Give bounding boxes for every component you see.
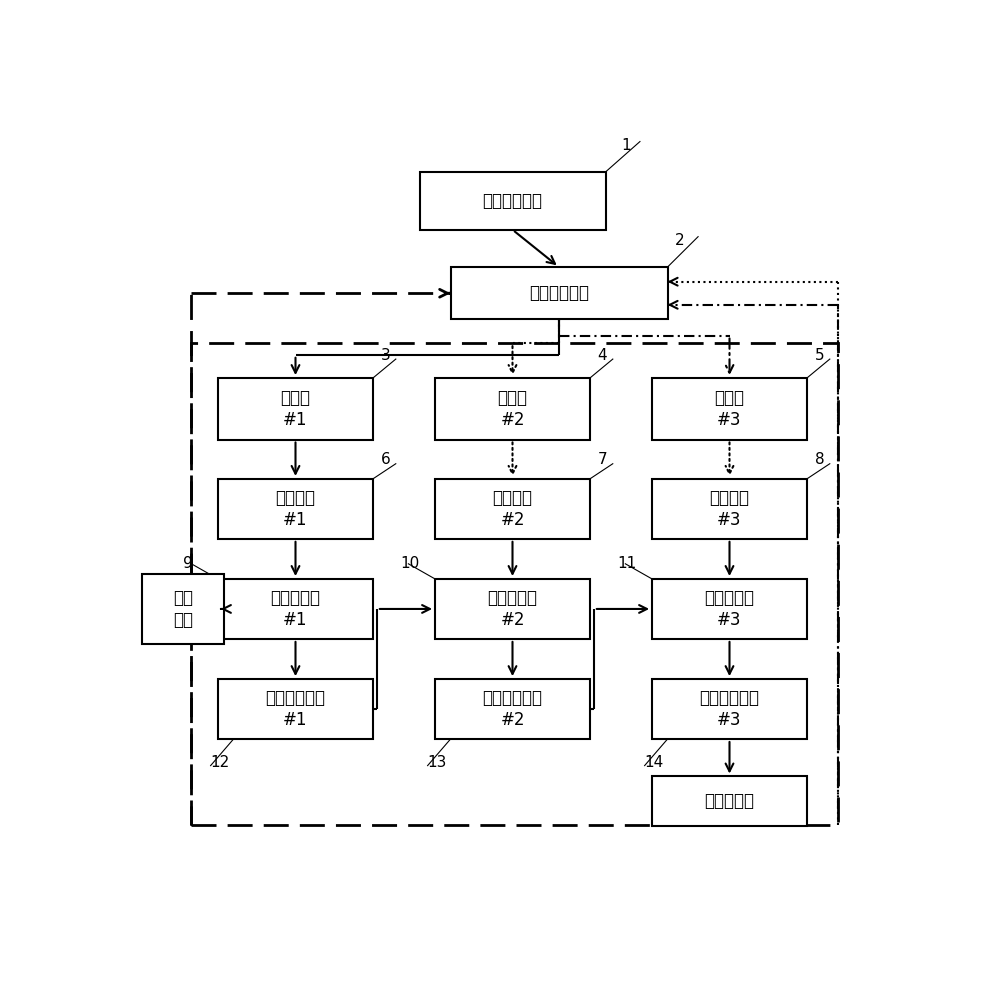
Bar	[218, 378, 373, 440]
Bar	[652, 679, 807, 739]
Text: 皮带输送机
#2: 皮带输送机 #2	[488, 589, 538, 629]
Text: 8: 8	[815, 452, 824, 467]
Bar	[451, 267, 668, 319]
Bar	[218, 479, 373, 539]
Text: 驱动电机
#2: 驱动电机 #2	[492, 489, 532, 529]
Bar	[652, 776, 807, 826]
Text: 6: 6	[381, 452, 390, 467]
Text: 11: 11	[617, 556, 636, 571]
Text: 皮带输送机
#1: 皮带输送机 #1	[270, 589, 320, 629]
Text: 可编程控制器: 可编程控制器	[529, 284, 589, 302]
Text: 物料检测装置
#1: 物料检测装置 #1	[266, 689, 326, 729]
Bar	[218, 679, 373, 739]
Bar	[191, 343, 838, 825]
Bar	[435, 378, 590, 440]
Text: 2: 2	[675, 233, 685, 248]
Text: 变频器
#1: 变频器 #1	[280, 389, 310, 429]
Bar	[435, 679, 590, 739]
Text: 3: 3	[381, 348, 390, 363]
Text: 4: 4	[598, 348, 607, 363]
Bar	[652, 378, 807, 440]
Text: 皮带输送机
#3: 皮带输送机 #3	[704, 589, 755, 629]
Text: 12: 12	[210, 755, 230, 770]
Bar	[435, 579, 590, 639]
Text: 变频器
#3: 变频器 #3	[714, 389, 744, 429]
Text: 变频器
#2: 变频器 #2	[498, 389, 528, 429]
Text: 驱动电机
#1: 驱动电机 #1	[276, 489, 316, 529]
Text: 物料
起点: 物料 起点	[173, 589, 193, 629]
Bar	[652, 479, 807, 539]
Text: 物料目的地: 物料目的地	[704, 792, 755, 810]
Text: 10: 10	[400, 556, 419, 571]
Bar	[435, 479, 590, 539]
Text: 驱动电机
#3: 驱动电机 #3	[710, 489, 750, 529]
Text: 13: 13	[427, 755, 447, 770]
Text: 14: 14	[644, 755, 664, 770]
Text: 系统启动按钮: 系统启动按钮	[482, 192, 542, 210]
Bar	[142, 574, 224, 644]
Text: 5: 5	[815, 348, 824, 363]
Text: 物料检测装置
#2: 物料检测装置 #2	[482, 689, 542, 729]
Text: 1: 1	[621, 138, 631, 153]
Bar	[420, 172, 606, 230]
Bar	[652, 579, 807, 639]
Bar	[218, 579, 373, 639]
Text: 9: 9	[183, 556, 193, 571]
Text: 物料检测装置
#3: 物料检测装置 #3	[700, 689, 760, 729]
Text: 7: 7	[598, 452, 607, 467]
